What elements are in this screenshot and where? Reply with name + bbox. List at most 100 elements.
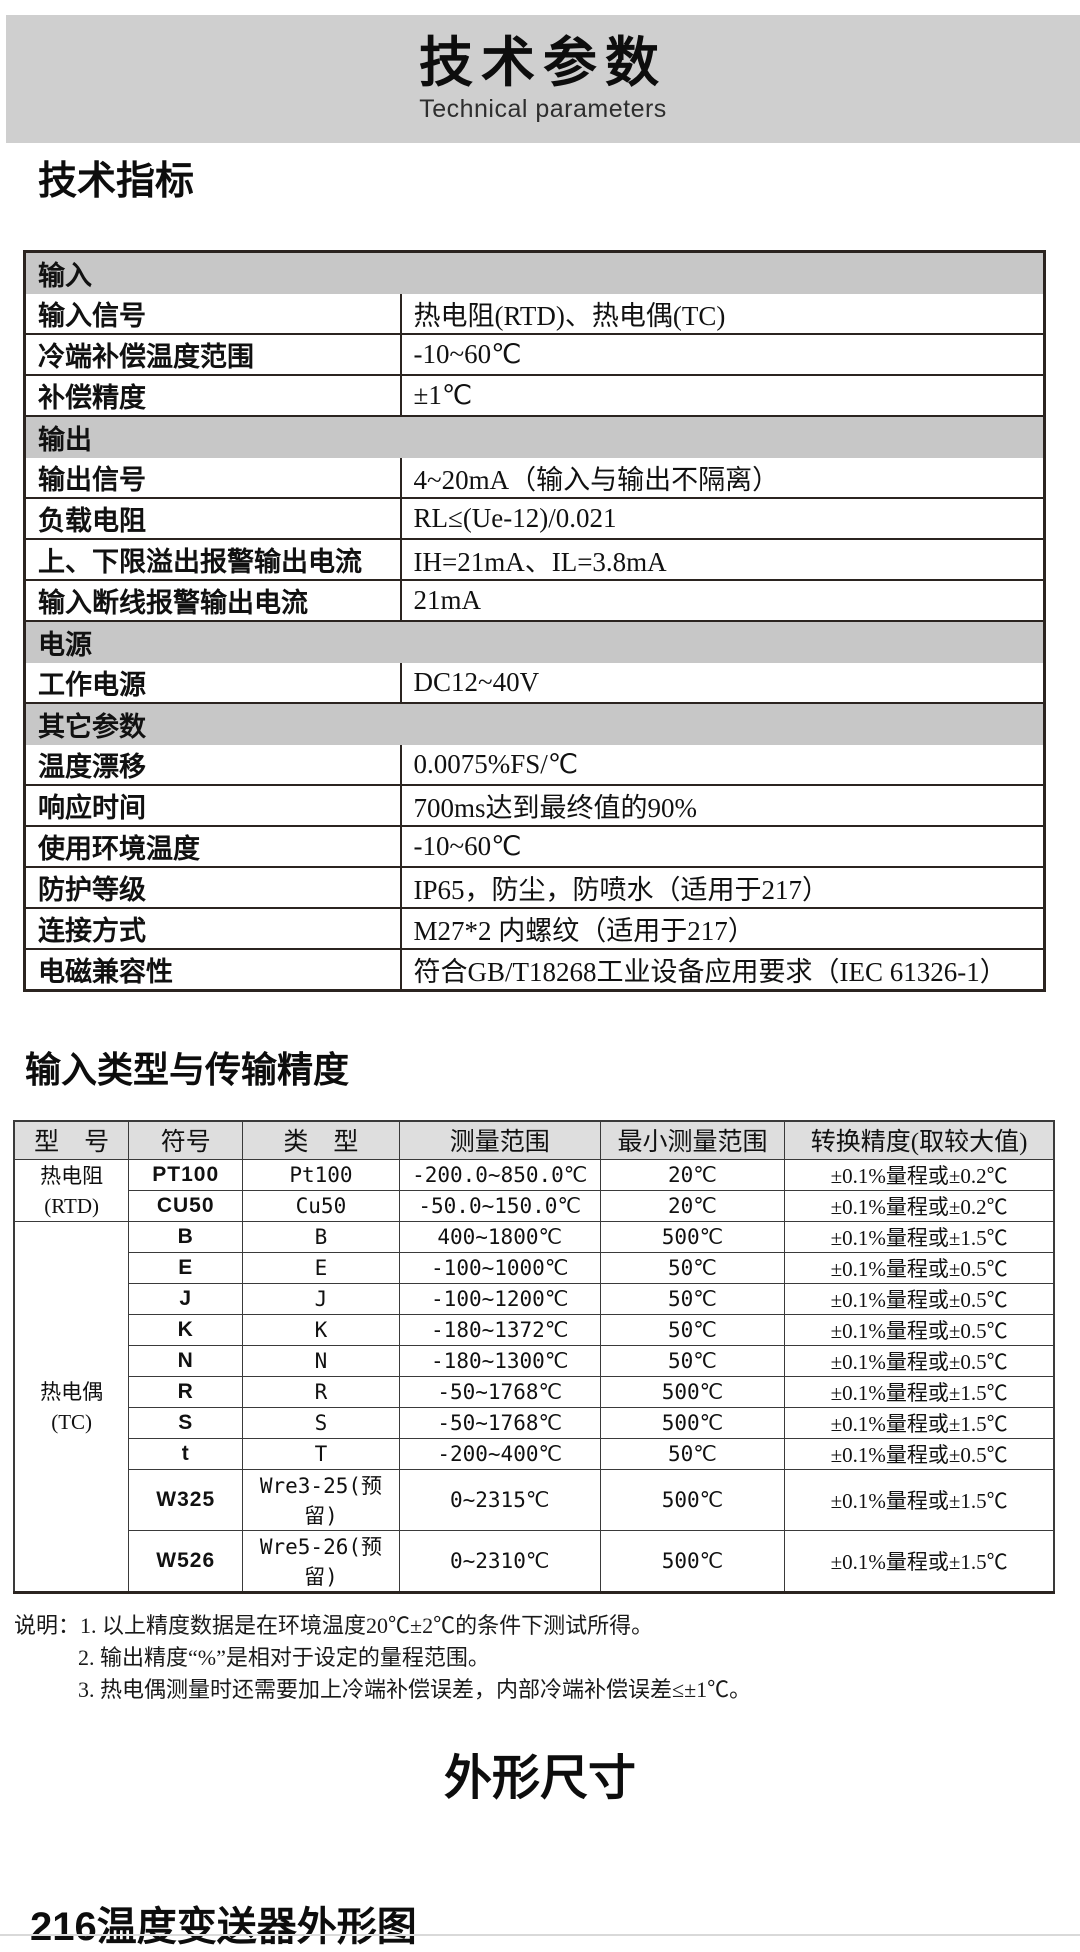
spec-data-row: 上、下限溢出报警输出电流 IH=21mA、IL=3.8mA bbox=[24, 538, 1045, 581]
spec-value-cell: IP65，防尘，防喷水（适用于217） bbox=[400, 866, 1045, 909]
accuracy-data-row: 热电偶 (TC) B B 400~1800℃ 500℃ ±0.1%量程或±1.5℃ bbox=[13, 1221, 1055, 1593]
spec-value-cell: IH=21mA、IL=3.8mA bbox=[400, 538, 1045, 581]
range-cell: 0~2310℃ bbox=[398, 1530, 601, 1593]
outline-heading: 216温度变送器外形图 bbox=[30, 1905, 417, 1949]
note-line: 说明： 1. 以上精度数据是在环境温度20℃±2℃的条件下测试所得。 bbox=[14, 1610, 1080, 1642]
symbol-cell: PT100 bbox=[128, 1159, 244, 1191]
type-cell: Wre5-26(预留) bbox=[242, 1530, 400, 1593]
accuracy-data-row: S S -50~1768℃ 500℃ ±0.1%量程或±1.5℃ bbox=[14, 1407, 1055, 1439]
accuracy-column-header: 转换精度(取较大值) bbox=[784, 1120, 1055, 1160]
spec-section-row: 其它参数 bbox=[24, 702, 1045, 745]
range-cell: 400~1800℃ bbox=[398, 1221, 601, 1253]
accuracy-cell: ±0.1%量程或±0.5℃ bbox=[784, 1283, 1055, 1315]
range-cell: -100~1000℃ bbox=[398, 1252, 601, 1284]
symbol-cell: W526 bbox=[128, 1530, 244, 1593]
banner: 技术参数 Technical parameters bbox=[6, 15, 1080, 143]
spec-value-cell: 0.0075%FS/℃ bbox=[400, 744, 1045, 786]
page-title: 技术参数 bbox=[419, 32, 667, 93]
symbol-cell: N bbox=[128, 1345, 244, 1377]
accuracy-cell: ±0.1%量程或±1.5℃ bbox=[784, 1469, 1055, 1531]
spec-section-heading: 技术指标 bbox=[38, 160, 195, 203]
type-cell: N bbox=[242, 1345, 400, 1377]
accuracy-data-row: W526 Wre5-26(预留) 0~2310℃ 500℃ ±0.1%量程或±1.5℃ bbox=[14, 1530, 1055, 1593]
spec-label-cell: 防护等级 bbox=[24, 866, 402, 909]
symbol-cell: K bbox=[128, 1314, 244, 1346]
min-range-cell: 50℃ bbox=[599, 1345, 786, 1377]
spec-label-cell: 工作电源 bbox=[24, 662, 402, 704]
spec-value-cell: -10~60℃ bbox=[400, 333, 1045, 376]
spec-label-cell: 补偿精度 bbox=[24, 374, 402, 417]
spec-value-cell: RL≤(Ue-12)/0.021 bbox=[400, 497, 1045, 540]
accuracy-cell: ±0.1%量程或±0.5℃ bbox=[784, 1314, 1055, 1346]
type-cell: K bbox=[242, 1314, 400, 1346]
accuracy-data-row: R R -50~1768℃ 500℃ ±0.1%量程或±1.5℃ bbox=[14, 1376, 1055, 1408]
accuracy-data-row: K K -180~1372℃ 50℃ ±0.1%量程或±0.5℃ bbox=[14, 1314, 1055, 1346]
spec-value-cell: M27*2 内螺纹（适用于217） bbox=[400, 907, 1045, 950]
accuracy-cell: ±0.1%量程或±0.2℃ bbox=[784, 1190, 1055, 1222]
spec-label-cell: 输入信号 bbox=[24, 293, 402, 335]
spec-value-cell: 热电阻(RTD)、热电偶(TC) bbox=[400, 293, 1045, 335]
spec-data-row: 输出信号 4~20mA（输入与输出不隔离） bbox=[24, 457, 1045, 499]
accuracy-table-head: 型 号符号类 型测量范围 最小测量范围 转换精度(取较大值) bbox=[13, 1120, 1055, 1160]
spec-table: 输入 输入信号 热电阻(RTD)、热电偶(TC) 冷端补偿温度范围 -10~60℃ 补偿精… bbox=[23, 250, 1046, 992]
range-cell: -200~400℃ bbox=[398, 1438, 601, 1470]
note-line: 3. 热电偶测量时还需要加上冷端补偿误差，内部冷端补偿误差≤±1℃。 bbox=[14, 1674, 1080, 1706]
min-range-cell: 20℃ bbox=[599, 1159, 786, 1191]
accuracy-column-header: 类 型 bbox=[242, 1120, 400, 1160]
model-group-cell: 热电阻 (RTD) bbox=[13, 1159, 130, 1222]
accuracy-column-header: 型 号 bbox=[13, 1120, 130, 1160]
accuracy-table-body: 热电阻 (RTD) PT100 Pt100 -200.0~850.0℃ 20℃ ±0.1%量… bbox=[13, 1159, 1055, 1593]
page-bottom-divider bbox=[0, 1934, 1080, 1936]
spec-value-cell: 700ms达到最终值的90% bbox=[400, 784, 1045, 827]
accuracy-data-row: W325 Wre3-25(预留) 0~2315℃ 500℃ ±0.1%量程或±1.5℃ bbox=[14, 1469, 1055, 1531]
type-cell: T bbox=[242, 1438, 400, 1470]
spec-table-body: 输入 输入信号 热电阻(RTD)、热电偶(TC) 冷端补偿温度范围 -10~60℃ 补偿精… bbox=[24, 251, 1045, 990]
min-range-cell: 500℃ bbox=[599, 1376, 786, 1408]
spec-label-cell: 响应时间 bbox=[24, 784, 402, 827]
model-name: 热电阻 bbox=[40, 1163, 104, 1188]
spec-value-cell: 4~20mA（输入与输出不隔离） bbox=[400, 457, 1045, 499]
spec-data-row: 温度漂移 0.0075%FS/℃ bbox=[24, 744, 1045, 786]
spec-section-row: 电源 bbox=[24, 620, 1045, 663]
min-range-cell: 500℃ bbox=[599, 1407, 786, 1439]
min-range-cell: 20℃ bbox=[599, 1190, 786, 1222]
spec-data-row: 连接方式 M27*2 内螺纹（适用于217） bbox=[24, 907, 1045, 950]
page-subtitle: Technical parameters bbox=[419, 95, 667, 124]
accuracy-cell: ±0.1%量程或±1.5℃ bbox=[784, 1376, 1055, 1408]
type-cell: Wre3-25(预留) bbox=[242, 1469, 400, 1531]
accuracy-section-heading: 输入类型与传输精度 bbox=[25, 1048, 350, 1090]
range-cell: -50~1768℃ bbox=[398, 1407, 601, 1439]
type-cell: E bbox=[242, 1252, 400, 1284]
dimensions-heading: 外形尺寸 bbox=[443, 1752, 636, 1805]
min-range-cell: 50℃ bbox=[599, 1283, 786, 1315]
spec-value-cell: DC12~40V bbox=[400, 662, 1045, 704]
range-cell: -100~1200℃ bbox=[398, 1283, 601, 1315]
spec-label-cell: 输入断线报警输出电流 bbox=[24, 579, 402, 622]
symbol-cell: J bbox=[128, 1283, 244, 1315]
symbol-cell: E bbox=[128, 1252, 244, 1284]
range-cell: -180~1300℃ bbox=[398, 1345, 601, 1377]
spec-label-cell: 连接方式 bbox=[24, 907, 402, 950]
accuracy-cell: ±0.1%量程或±1.5℃ bbox=[784, 1221, 1055, 1253]
range-cell: 0~2315℃ bbox=[398, 1469, 601, 1531]
accuracy-data-row: 热电阻 (RTD) PT100 Pt100 -200.0~850.0℃ 20℃ ±0.1%量… bbox=[13, 1159, 1055, 1222]
spec-data-row: 响应时间 700ms达到最终值的90% bbox=[24, 784, 1045, 827]
accuracy-column-header: 符号 bbox=[128, 1120, 244, 1160]
spec-data-row: 补偿精度 ±1℃ bbox=[24, 374, 1045, 417]
spec-data-row: 输入信号 热电阻(RTD)、热电偶(TC) bbox=[24, 293, 1045, 335]
range-cell: -50.0~150.0℃ bbox=[398, 1190, 601, 1222]
spec-section-label: 其它参数 bbox=[24, 702, 1045, 745]
symbol-cell: S bbox=[128, 1407, 244, 1439]
type-cell: B bbox=[242, 1221, 400, 1253]
spec-section-label: 输入 bbox=[24, 251, 1045, 294]
symbol-cell: CU50 bbox=[128, 1190, 244, 1222]
min-range-cell: 50℃ bbox=[599, 1438, 786, 1470]
accuracy-header-row: 型 号符号类 型测量范围 最小测量范围 转换精度(取较大值) bbox=[13, 1120, 1055, 1160]
type-cell: R bbox=[242, 1376, 400, 1408]
symbol-cell: W325 bbox=[128, 1469, 244, 1531]
range-cell: -50~1768℃ bbox=[398, 1376, 601, 1408]
range-cell: -200.0~850.0℃ bbox=[398, 1159, 601, 1191]
spec-label-cell: 冷端补偿温度范围 bbox=[24, 333, 402, 376]
accuracy-cell: ±0.1%量程或±1.5℃ bbox=[784, 1407, 1055, 1439]
accuracy-column-header: 测量范围 bbox=[398, 1120, 601, 1160]
